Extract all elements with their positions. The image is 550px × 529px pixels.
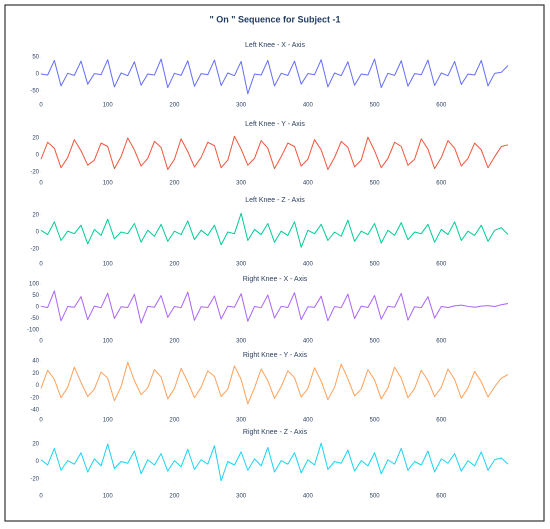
x-tick-label: 0	[39, 339, 43, 345]
y-tick-label: 100	[29, 282, 40, 288]
x-tick-label: 600	[436, 494, 447, 500]
x-tick-label: 300	[236, 103, 247, 109]
x-tick-label: 400	[303, 262, 314, 268]
x-tick-label: 600	[436, 181, 447, 187]
x-tick-label: 400	[303, 418, 314, 424]
x-tick-label: 600	[436, 418, 447, 424]
y-tick-label: 0	[36, 72, 40, 78]
x-tick-label: 300	[236, 339, 247, 345]
x-tick-label: 400	[303, 494, 314, 500]
x-tick-label: 600	[436, 339, 447, 345]
y-tick-label: 20	[32, 371, 39, 377]
x-tick-label: 200	[169, 339, 180, 345]
y-tick-label: 50	[32, 55, 39, 61]
x-tick-label: 200	[169, 103, 180, 109]
x-tick-label: 600	[436, 103, 447, 109]
x-tick-label: 100	[103, 494, 114, 500]
x-tick-label: 300	[236, 181, 247, 187]
data-line	[40, 135, 509, 170]
x-tick-label: 300	[236, 418, 247, 424]
y-tick-label: -50	[30, 89, 39, 95]
x-tick-label: 200	[169, 494, 180, 500]
y-tick-label: -50	[30, 316, 39, 322]
chart-title: " On " Sequence for Subject -1	[209, 14, 340, 24]
x-tick-label: 600	[436, 262, 447, 268]
x-tick-label: 500	[370, 181, 381, 187]
y-tick-label: 0	[36, 153, 40, 159]
data-line	[40, 290, 509, 324]
x-tick-label: 400	[303, 181, 314, 187]
data-line	[40, 442, 509, 482]
x-tick-label: 0	[39, 262, 43, 268]
subplot-title: Left Knee - Y - Axis	[245, 121, 305, 128]
y-tick-label: 50	[32, 293, 39, 299]
frame	[4, 4, 545, 522]
subplot-title: Right Knee - Y - Axis	[243, 352, 308, 359]
x-tick-label: 500	[370, 262, 381, 268]
x-tick-label: 200	[169, 418, 180, 424]
y-tick-label: -20	[30, 395, 39, 401]
data-line	[40, 212, 509, 248]
x-tick-label: 500	[370, 418, 381, 424]
x-tick-label: 300	[236, 494, 247, 500]
subplot-title: Right Knee - Z - Axis	[243, 429, 308, 436]
subplot-title: Left Knee - X - Axis	[245, 42, 305, 49]
y-tick-label: 0	[36, 383, 40, 389]
y-tick-label: 20	[32, 213, 39, 219]
data-line	[40, 58, 509, 95]
x-tick-label: 100	[103, 339, 114, 345]
x-tick-label: 200	[169, 262, 180, 268]
x-tick-label: 500	[370, 494, 381, 500]
data-line	[40, 361, 509, 405]
y-tick-label: -20	[30, 247, 39, 253]
subplot-title: Left Knee - Z - Axis	[245, 197, 305, 204]
y-tick-label: 20	[32, 136, 39, 142]
y-tick-label: 20	[32, 442, 39, 448]
subplot-title: Right Knee - X - Axis	[243, 276, 308, 283]
x-tick-label: 0	[39, 181, 43, 187]
x-tick-label: 200	[169, 181, 180, 187]
x-tick-label: 0	[39, 494, 43, 500]
x-tick-label: 0	[39, 418, 43, 424]
x-tick-label: 100	[103, 103, 114, 109]
x-tick-label: 400	[303, 339, 314, 345]
x-tick-label: 500	[370, 339, 381, 345]
y-tick-label: 0	[36, 305, 40, 311]
x-tick-label: 300	[236, 262, 247, 268]
y-tick-label: -20	[30, 170, 39, 176]
x-tick-label: 100	[103, 262, 114, 268]
y-tick-label: 0	[36, 230, 40, 236]
x-tick-label: 400	[303, 103, 314, 109]
x-tick-label: 0	[39, 103, 43, 109]
x-tick-label: 100	[103, 181, 114, 187]
y-tick-label: 0	[36, 459, 40, 465]
y-tick-label: -40	[30, 408, 39, 414]
y-tick-label: -100	[27, 328, 40, 334]
x-tick-label: 500	[370, 103, 381, 109]
x-tick-label: 100	[103, 418, 114, 424]
y-tick-label: -20	[30, 477, 39, 483]
y-tick-label: 40	[32, 359, 39, 365]
